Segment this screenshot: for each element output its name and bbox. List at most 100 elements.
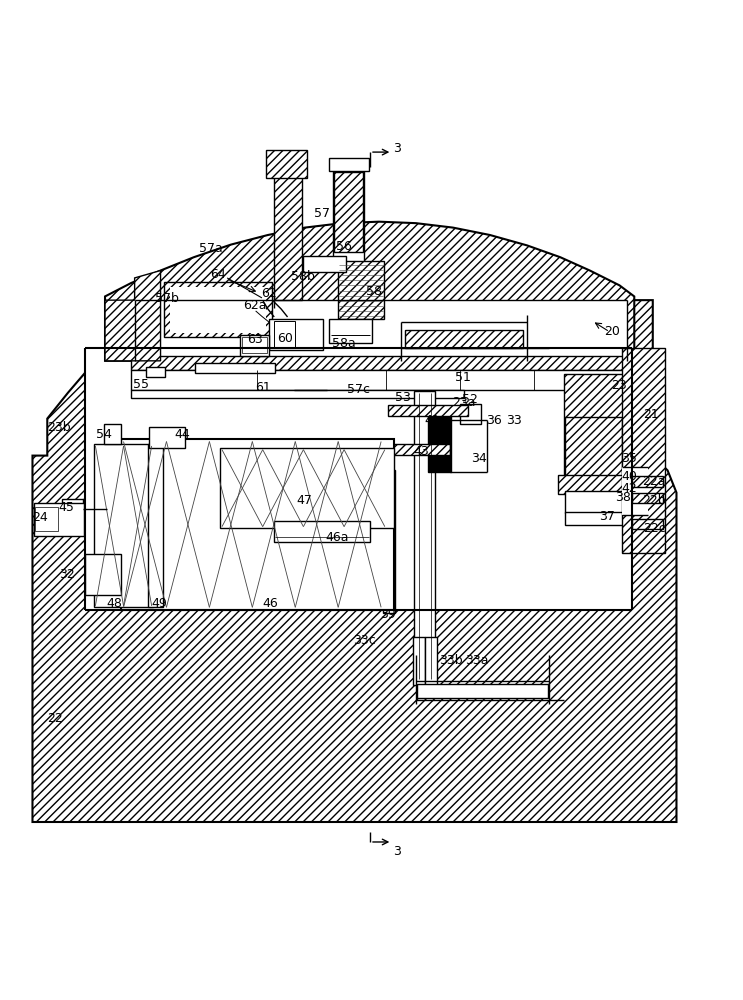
Text: 46: 46 <box>262 597 278 610</box>
Text: 54: 54 <box>96 428 111 441</box>
Bar <box>131 390 464 398</box>
Bar <box>333 167 364 263</box>
Text: 33b: 33b <box>439 654 462 667</box>
Text: 60: 60 <box>277 332 293 345</box>
Bar <box>220 448 394 528</box>
Bar <box>273 171 302 300</box>
Bar <box>452 423 485 469</box>
Bar <box>270 319 322 350</box>
Bar <box>131 356 627 370</box>
Text: 64: 64 <box>210 268 226 281</box>
Text: 37: 37 <box>599 510 614 523</box>
Text: 57: 57 <box>314 207 330 220</box>
Polygon shape <box>105 271 160 361</box>
Bar <box>558 475 626 494</box>
Bar <box>267 150 307 178</box>
Bar <box>85 554 120 595</box>
Text: 62a: 62a <box>244 299 267 312</box>
Text: 58a: 58a <box>332 337 356 350</box>
Text: 56: 56 <box>336 240 352 253</box>
Bar <box>565 491 628 513</box>
Text: 3: 3 <box>394 142 401 155</box>
Bar <box>425 637 437 685</box>
Text: 58: 58 <box>366 285 382 298</box>
Text: 20: 20 <box>604 325 620 338</box>
Bar <box>170 287 267 333</box>
Text: 35: 35 <box>621 452 637 465</box>
Bar <box>62 499 82 519</box>
Text: 23: 23 <box>611 379 627 392</box>
Text: 34: 34 <box>471 452 487 465</box>
Bar <box>461 404 481 424</box>
Text: 39: 39 <box>380 608 396 621</box>
Bar <box>146 367 165 377</box>
Bar <box>273 521 370 542</box>
Bar <box>131 370 627 390</box>
Text: 43: 43 <box>413 445 429 458</box>
Bar <box>632 493 663 503</box>
Bar <box>622 348 665 553</box>
Bar <box>565 512 628 525</box>
Text: 41: 41 <box>424 414 440 427</box>
Text: 33a: 33a <box>465 654 488 667</box>
Bar <box>303 256 346 272</box>
Text: 33c: 33c <box>353 634 375 647</box>
Bar <box>273 321 294 348</box>
Bar <box>36 507 58 531</box>
Text: 31: 31 <box>436 460 452 473</box>
Bar <box>564 374 632 487</box>
Bar <box>415 391 435 681</box>
Bar <box>121 439 394 610</box>
Text: 57b: 57b <box>155 292 178 305</box>
Bar <box>242 337 267 353</box>
Text: 47: 47 <box>296 493 312 506</box>
Text: 46a: 46a <box>325 531 348 544</box>
Polygon shape <box>105 222 635 361</box>
Bar <box>388 405 468 416</box>
Text: 44: 44 <box>174 428 190 441</box>
Bar <box>103 424 121 444</box>
Bar <box>632 476 663 487</box>
Text: 22a: 22a <box>643 475 666 488</box>
Text: 23b: 23b <box>48 421 71 434</box>
Text: 49: 49 <box>151 597 167 610</box>
Text: 22: 22 <box>47 712 62 725</box>
Bar <box>622 467 649 515</box>
Bar <box>428 411 452 472</box>
Bar <box>164 282 272 337</box>
Text: 38: 38 <box>615 491 631 504</box>
Bar <box>34 503 84 536</box>
Text: 55: 55 <box>132 378 149 391</box>
Text: 45: 45 <box>59 501 74 514</box>
Bar <box>329 158 369 171</box>
Polygon shape <box>134 300 627 361</box>
Text: 53: 53 <box>395 391 412 404</box>
Bar <box>149 427 185 448</box>
Bar <box>334 172 363 252</box>
Text: 21: 21 <box>643 408 659 421</box>
Bar <box>383 470 395 613</box>
Bar <box>383 444 450 455</box>
Text: 33: 33 <box>506 414 522 427</box>
Bar <box>632 519 663 529</box>
Text: 63: 63 <box>247 333 263 346</box>
Text: 48: 48 <box>107 597 123 610</box>
Text: 51: 51 <box>455 371 470 384</box>
Bar <box>565 417 622 478</box>
Text: 57a: 57a <box>199 242 223 255</box>
Bar <box>418 684 548 698</box>
Text: 3: 3 <box>394 845 401 858</box>
Bar <box>338 261 384 319</box>
Bar <box>328 319 372 343</box>
Text: 42: 42 <box>621 482 637 495</box>
Text: 32: 32 <box>59 568 74 581</box>
Text: 57c: 57c <box>348 383 371 396</box>
Text: 58b: 58b <box>291 270 315 283</box>
Text: 62: 62 <box>261 287 276 300</box>
Bar <box>450 420 487 472</box>
Text: 24: 24 <box>32 511 48 524</box>
Bar <box>148 444 163 607</box>
Bar <box>405 330 523 348</box>
Text: 22b: 22b <box>643 493 666 506</box>
Text: 23a: 23a <box>452 396 476 409</box>
